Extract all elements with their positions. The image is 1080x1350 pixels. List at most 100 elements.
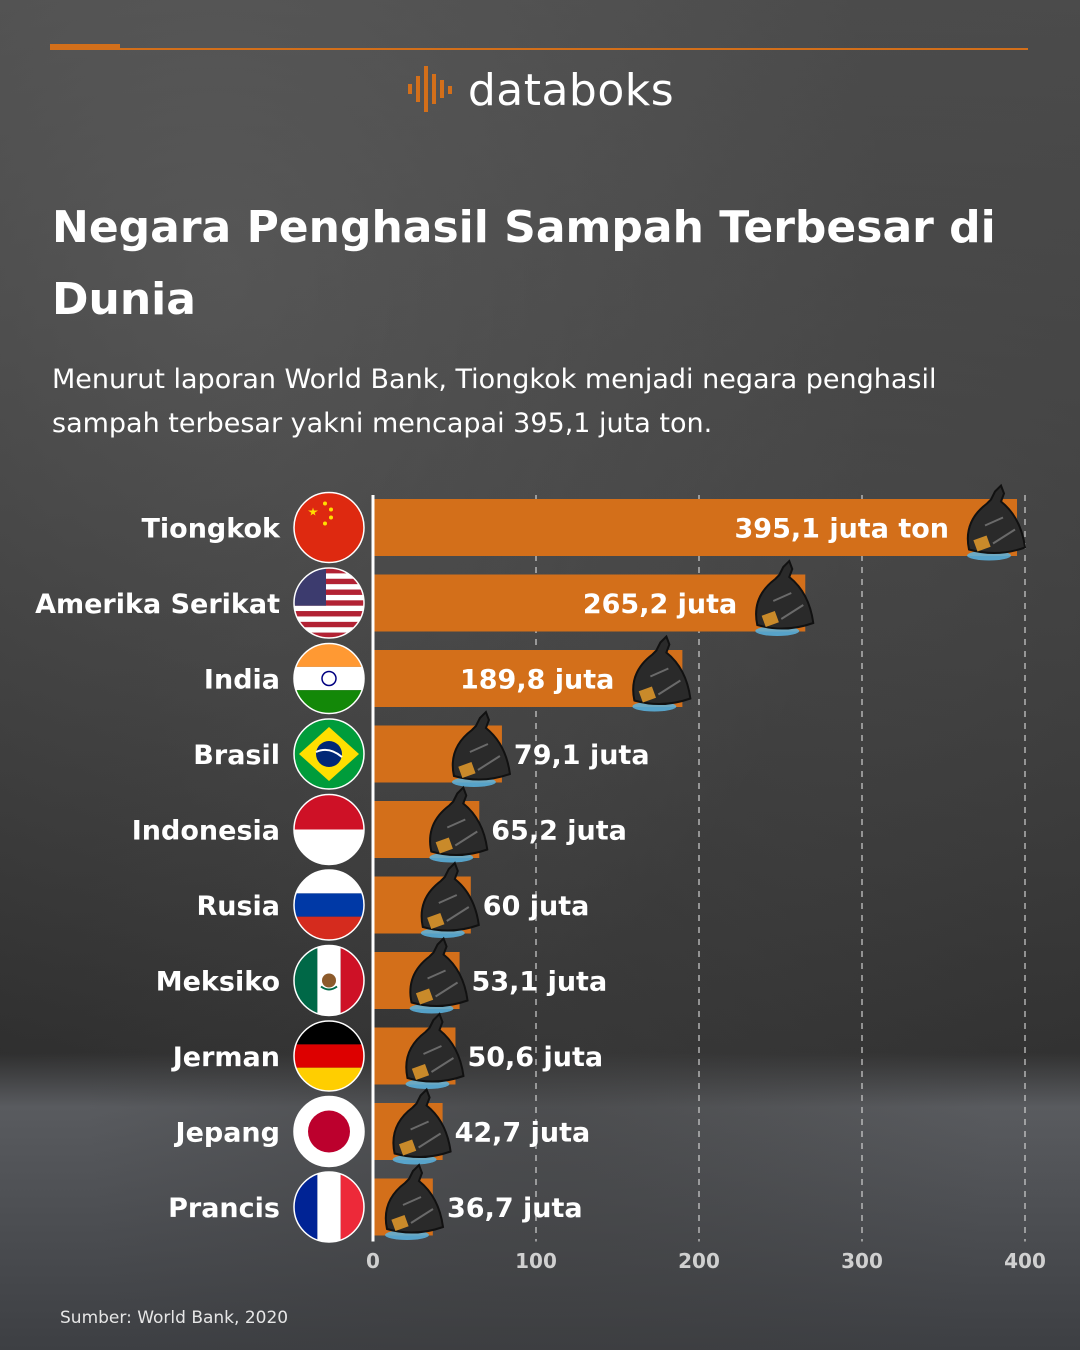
bag-shape <box>420 861 480 932</box>
france-flag <box>293 1171 365 1243</box>
flag-star <box>308 507 318 516</box>
flag-inner <box>294 492 364 563</box>
flag-emblem <box>322 973 336 988</box>
flag-inner <box>294 643 364 714</box>
tick-label: 200 <box>678 1249 720 1273</box>
flag-stripe <box>294 589 364 596</box>
category-label: Tiongkok <box>141 514 281 545</box>
top-rule <box>50 48 1028 50</box>
trash-bag-icon <box>384 1163 445 1240</box>
bar <box>373 574 806 632</box>
bag-shape <box>384 1163 445 1234</box>
flag-stripe <box>294 632 364 638</box>
flag-inner <box>294 945 364 1016</box>
trash-bag-icons <box>384 483 1027 1240</box>
value-label: 50,6 juta <box>467 1042 603 1073</box>
brand-logo: databoks <box>0 62 1080 118</box>
category-label: Jerman <box>171 1042 280 1073</box>
flag-star <box>329 507 333 512</box>
trash-item <box>435 837 453 854</box>
bag-shape <box>409 936 469 1007</box>
flag-band <box>294 829 364 865</box>
russia-flag <box>293 869 365 941</box>
bag-crease <box>984 516 1016 545</box>
brazil-flag <box>293 718 365 790</box>
flag-stripe <box>294 578 364 585</box>
flag-band <box>294 1067 364 1091</box>
flag-rim <box>293 1095 365 1168</box>
page-subtitle: Menurut laporan World Bank, Tiongkok men… <box>52 364 937 439</box>
tick-label: 400 <box>1004 1249 1046 1273</box>
flag-rim <box>293 869 365 941</box>
bag-shape <box>755 559 815 630</box>
category-label: Amerika Serikat <box>35 589 280 620</box>
trash-item <box>458 761 476 779</box>
bar <box>373 650 683 707</box>
value-label: 189,8 juta <box>460 665 614 696</box>
bag-crease <box>469 743 501 771</box>
flag-stripe <box>294 584 364 590</box>
flag-rim <box>293 567 365 639</box>
flag-band <box>294 916 364 940</box>
category-label: India <box>204 665 280 696</box>
china-flag <box>293 491 365 564</box>
mexico-flag <box>293 944 365 1017</box>
top-rule-accent <box>50 44 120 50</box>
flag-rim <box>293 491 365 564</box>
flag-stripe <box>294 616 364 623</box>
tick-label: 300 <box>841 1249 883 1273</box>
flag-band <box>294 945 318 1016</box>
flag-band <box>294 1021 364 1045</box>
brand-name: databoks <box>467 64 675 116</box>
flag-band <box>294 690 364 714</box>
flag-rim <box>293 642 365 715</box>
flag-band <box>294 870 364 894</box>
bag-shape <box>966 483 1027 554</box>
bag-crease <box>772 592 804 620</box>
category-label: Rusia <box>196 891 280 922</box>
trash-item <box>427 912 445 930</box>
value-label: 36,7 juta <box>447 1193 583 1224</box>
category-label: Prancis <box>168 1193 280 1224</box>
category-label: Jepang <box>174 1118 280 1149</box>
source-note: Sumber: World Bank, 2020 <box>60 1308 289 1328</box>
trash-bag-icon <box>429 785 489 863</box>
bag-crease <box>649 667 681 696</box>
flag-stripe <box>294 600 364 606</box>
india-flag <box>293 642 365 715</box>
trash-bag-icon <box>409 936 469 1014</box>
flag-emblem <box>320 985 338 991</box>
flag-sun <box>308 1110 350 1153</box>
bag-shape <box>392 1087 452 1158</box>
flag-stripe <box>294 573 364 579</box>
flag-inner <box>294 870 364 940</box>
value-label: 42,7 juta <box>455 1118 591 1149</box>
category-label: Meksiko <box>156 967 280 998</box>
flag-band <box>294 643 364 667</box>
trash-bag-icon <box>755 559 815 636</box>
value-label: 79,1 juta <box>514 740 650 771</box>
flag-stripe <box>294 605 364 612</box>
bag-crease <box>427 969 459 998</box>
bag-shape <box>451 710 512 781</box>
flag-band <box>294 794 364 830</box>
flag-band <box>340 945 364 1016</box>
usa-flag <box>293 567 365 639</box>
category-labels: Tiongkok Amerika Serikat India Brasil Indone… <box>35 514 281 1225</box>
flag-stripe <box>294 568 364 574</box>
bag-crease <box>423 1045 455 1073</box>
tick-label: 0 <box>366 1249 380 1273</box>
bag-shape <box>429 785 489 856</box>
value-label: 65,2 juta <box>491 816 627 847</box>
bar <box>373 499 1018 556</box>
page-title: Negara Penghasil Sampah Terbesar di Duni… <box>52 202 996 325</box>
tick-labels: 0 100 200 300 400 <box>366 1249 1046 1273</box>
trash-bag-icon <box>392 1087 452 1165</box>
category-label: Brasil <box>193 740 280 771</box>
tick-label: 100 <box>515 1249 557 1273</box>
trash-item <box>391 1214 409 1232</box>
flag-band <box>315 748 343 758</box>
value-label: 53,1 juta <box>472 967 608 998</box>
value-label: 395,1 juta ton <box>735 514 949 545</box>
value-labels: 395,1 juta ton 265,2 juta 189,8 juta 79,1 j… <box>447 514 949 1225</box>
